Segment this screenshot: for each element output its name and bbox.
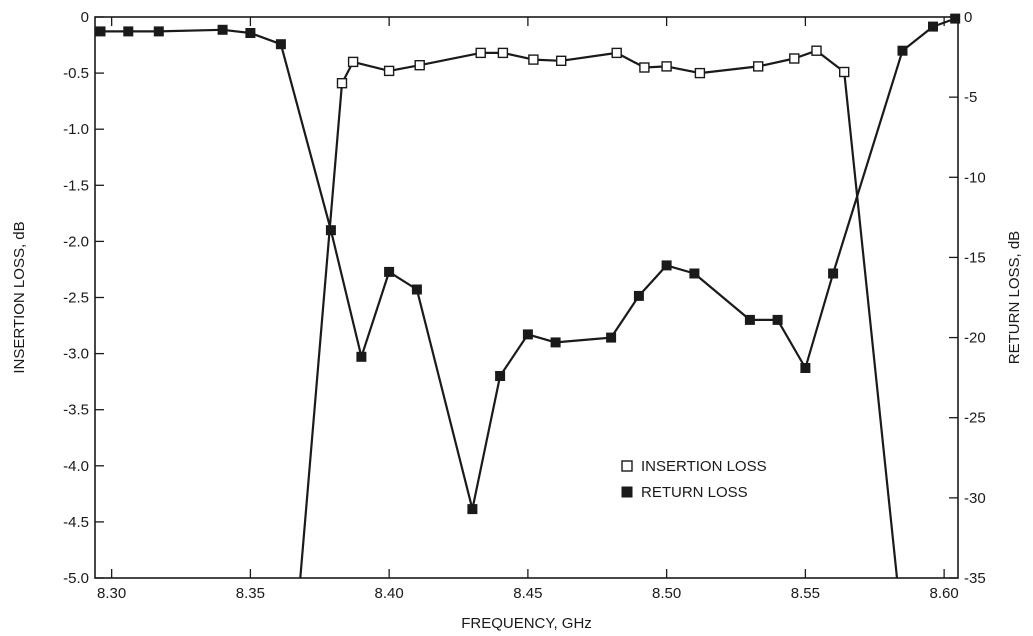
legend-insertion-loss-label: INSERTION LOSS — [641, 458, 767, 475]
insertion-loss-point — [753, 61, 764, 72]
return-loss-point — [411, 284, 422, 295]
legend-return-loss-label: RETURN LOSS — [641, 484, 748, 501]
insertion-loss-point — [639, 62, 650, 73]
return-loss-point — [356, 351, 367, 362]
data-series — [95, 13, 961, 579]
return-loss-point — [467, 504, 478, 515]
return-loss-point — [744, 314, 755, 325]
return-loss-point — [384, 266, 395, 277]
return-loss-point — [275, 39, 286, 50]
y-right-tick-label: -25 — [964, 410, 986, 427]
y-right-tick-label: -20 — [964, 330, 986, 347]
x-tick-label: 8.55 — [791, 585, 820, 602]
return-loss-point — [928, 21, 938, 32]
return-loss-point — [828, 268, 839, 279]
x-tick-label: 8.40 — [375, 585, 404, 602]
x-tick-label: 8.35 — [236, 585, 265, 602]
return-loss-point — [217, 24, 228, 35]
return-loss-point — [325, 225, 336, 236]
x-tick-label: 8.60 — [930, 585, 959, 602]
plot-area — [94, 16, 959, 579]
return-loss-point — [772, 314, 783, 325]
plot-frame — [94, 16, 959, 579]
legend-return-loss-marker — [621, 486, 633, 498]
return-loss-line — [100, 17, 956, 511]
insertion-loss-point — [556, 55, 567, 66]
y-left-tick-label: -0.5 — [63, 65, 89, 82]
x-axis-title: FREQUENCY, GHz — [461, 615, 592, 632]
return-loss-point — [153, 26, 164, 37]
y-right-axis-title: RETURN LOSS, dB — [1006, 231, 1023, 364]
y-left-tick-label: -3.0 — [63, 346, 89, 363]
y-right-tick-label: 0 — [964, 9, 972, 26]
x-tick-label: 8.30 — [97, 585, 126, 602]
y-left-tick-label: -5.0 — [63, 570, 89, 587]
insertion-loss-line — [299, 49, 899, 579]
return-loss-point — [95, 26, 106, 37]
insertion-loss-point — [611, 47, 622, 59]
insertion-loss-point — [383, 65, 395, 77]
x-tick-label: 8.45 — [513, 585, 542, 602]
y-right-tick-label: -35 — [964, 570, 986, 587]
return-loss-point — [606, 332, 617, 343]
return-loss-point — [950, 13, 961, 24]
insertion-loss-point — [347, 56, 359, 68]
legend: INSERTION LOSS RETURN LOSS — [621, 458, 767, 501]
y-left-axis-title: INSERTION LOSS, dB — [11, 221, 28, 373]
y-right-tick-label: -15 — [964, 249, 986, 266]
insertion-loss-point — [475, 47, 486, 59]
return-loss-point — [522, 329, 533, 340]
y-left-tick-label: -2.5 — [63, 290, 89, 307]
return-loss-point — [633, 290, 644, 301]
insertion-loss-point — [497, 47, 509, 59]
insertion-loss-point — [528, 54, 539, 65]
insertion-loss-point — [414, 60, 425, 71]
return-loss-point — [245, 28, 256, 38]
insertion-loss-point — [839, 66, 850, 78]
return-loss-point — [897, 45, 908, 56]
y-right-tick-label: -10 — [964, 169, 986, 186]
y-left-tick-label: 0 — [81, 9, 89, 26]
return-loss-point — [689, 268, 700, 279]
axis-ticks: 8.30 8.35 8.40 8.45 8.50 8.55 8.60 0 -0.5 -1.0 -1.… — [63, 9, 986, 602]
insertion-loss-point — [789, 53, 800, 64]
y-left-tick-label: -4.0 — [63, 458, 89, 475]
y-left-tick-label: -3.5 — [63, 402, 89, 419]
y-left-tick-label: -4.5 — [63, 514, 89, 531]
insertion-loss-point — [811, 45, 822, 56]
return-loss-point — [495, 371, 506, 381]
y-left-tick-label: -2.0 — [63, 233, 89, 250]
return-loss-point — [800, 363, 811, 373]
insertion-loss-point — [336, 77, 348, 89]
return-loss-point — [550, 337, 561, 348]
insertion-loss-point — [694, 67, 706, 79]
y-left-tick-label: -1.5 — [63, 177, 89, 194]
axis-titles: FREQUENCY, GHz INSERTION LOSS, dB RETURN L… — [11, 221, 1023, 632]
return-loss-point — [661, 260, 672, 271]
y-left-tick-label: -1.0 — [63, 121, 89, 138]
return-loss-point — [123, 26, 134, 37]
x-tick-label: 8.50 — [652, 585, 681, 602]
legend-insertion-loss-marker — [621, 460, 633, 472]
y-right-tick-label: -30 — [964, 490, 986, 507]
y-right-tick-label: -5 — [964, 89, 977, 106]
insertion-loss-point — [661, 61, 672, 72]
